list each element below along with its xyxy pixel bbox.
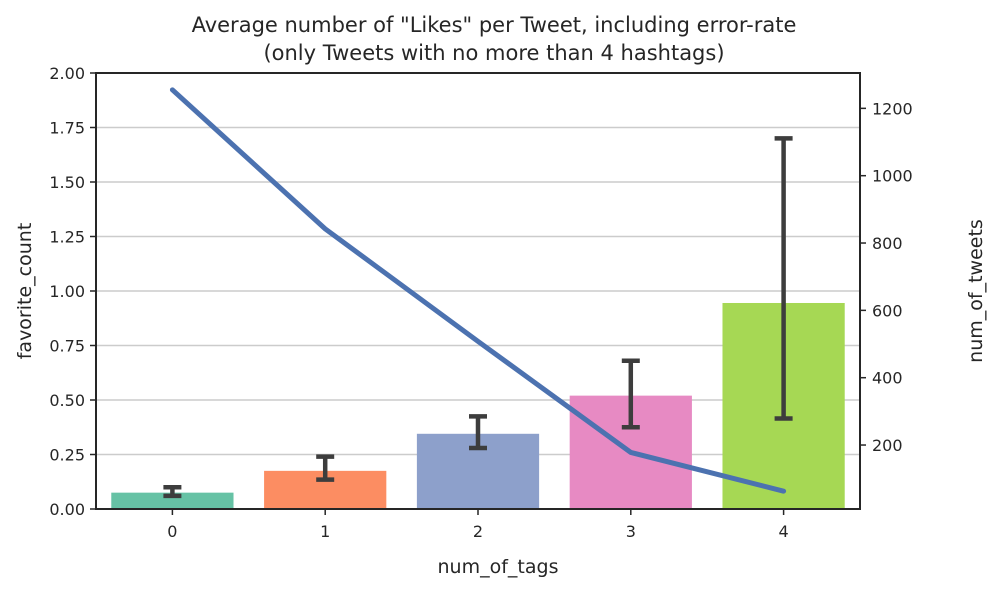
y2-tick-label: 400	[872, 369, 903, 388]
x-tick-label: 0	[167, 522, 177, 541]
x-axis-label: num_of_tags	[438, 556, 559, 578]
x-tick-label: 4	[779, 522, 789, 541]
y-tick-label: 2.00	[49, 64, 85, 83]
error-bar-1	[316, 454, 335, 482]
x-tick-label: 2	[473, 522, 483, 541]
error-bar-3	[621, 358, 640, 430]
x-tick-label: 3	[626, 522, 636, 541]
y2-axis-label: num_of_tweets	[965, 219, 987, 363]
x-tick-label: 1	[320, 522, 330, 541]
y2-tick-label: 200	[872, 436, 903, 455]
chart-title-line2: (only Tweets with no more than 4 hashtag…	[263, 41, 724, 65]
y2-tick-label: 800	[872, 234, 903, 253]
bar-0	[111, 492, 234, 509]
chart-title-line1: Average number of "Likes" per Tweet, inc…	[192, 13, 797, 37]
right-axis-ticks: 200 400 600 800 1000 1200	[860, 99, 913, 455]
error-bar-0	[163, 484, 182, 499]
y-tick-label: 1.25	[49, 228, 85, 247]
y-tick-label: 1.00	[49, 282, 85, 301]
y-tick-label: 0.25	[49, 446, 85, 465]
y-tick-label: 1.50	[49, 173, 85, 192]
left-axis-ticks: 0.00 0.25 0.50 0.75 1.00 1.25 1.50 1.75 2.00	[49, 64, 96, 519]
y-axis-label: favorite_count	[14, 223, 36, 360]
y-tick-label: 0.00	[49, 500, 85, 519]
y-tick-label: 0.75	[49, 337, 85, 356]
y2-tick-label: 1000	[872, 167, 913, 186]
error-bars	[163, 136, 793, 499]
error-bar-2	[469, 414, 487, 451]
y-tick-label: 1.75	[49, 119, 85, 138]
y2-tick-label: 600	[872, 301, 903, 320]
y2-tick-label: 1200	[872, 99, 913, 118]
error-bar-4	[774, 136, 793, 421]
x-axis-ticks: 0 1 2 3 4	[167, 509, 789, 541]
tweet-count-line	[169, 87, 787, 494]
y-tick-label: 0.50	[49, 391, 85, 410]
line-num-of-tweets	[169, 87, 787, 494]
